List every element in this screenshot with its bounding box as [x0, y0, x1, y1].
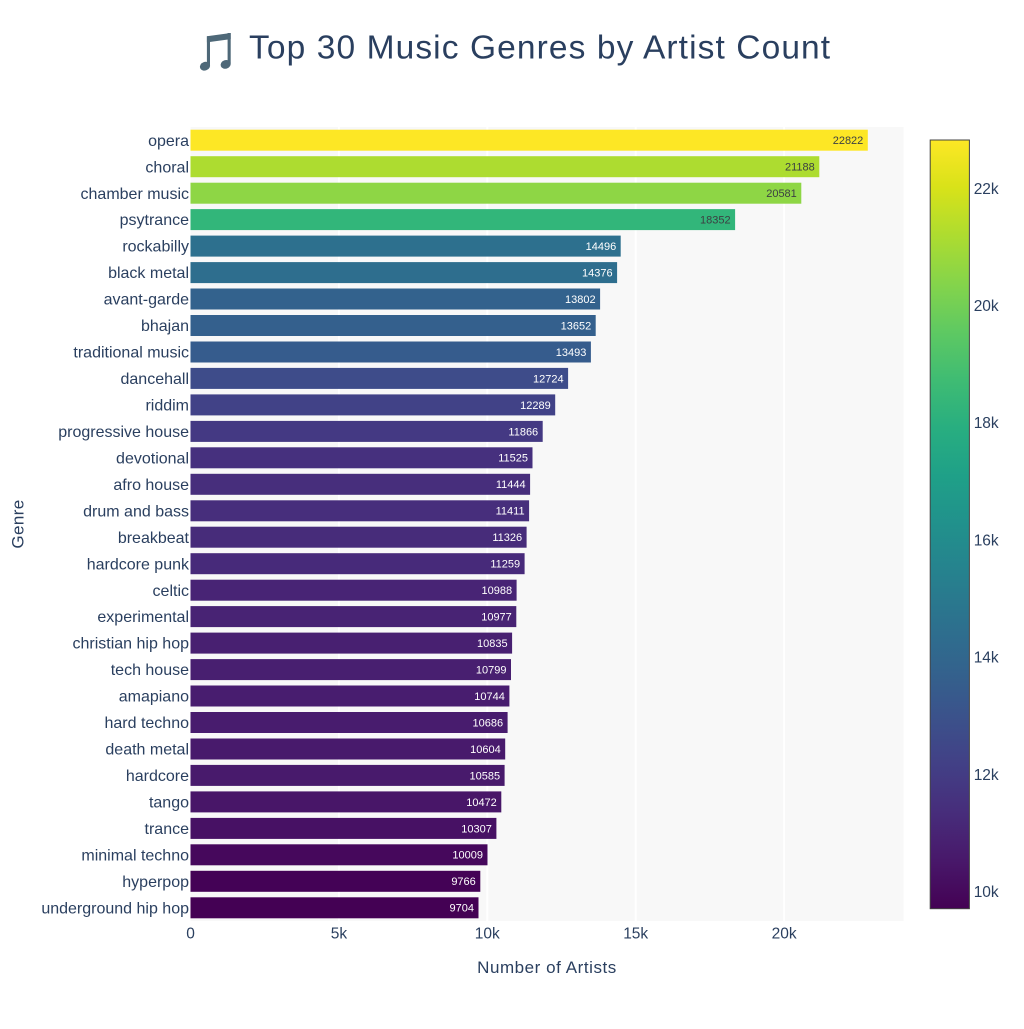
- svg-text:9766: 9766: [451, 876, 475, 888]
- svg-text:psytrance: psytrance: [120, 212, 189, 229]
- svg-text:15k: 15k: [623, 926, 648, 943]
- svg-text:hyperpop: hyperpop: [122, 874, 189, 891]
- svg-text:22k: 22k: [974, 181, 999, 198]
- svg-text:tango: tango: [149, 795, 189, 812]
- svg-text:choral: choral: [145, 159, 189, 176]
- svg-text:0: 0: [186, 926, 195, 943]
- svg-text:16k: 16k: [974, 532, 999, 549]
- svg-text:10307: 10307: [461, 823, 492, 835]
- svg-text:hardcore: hardcore: [126, 768, 189, 785]
- svg-text:12724: 12724: [533, 373, 564, 385]
- svg-text:Number of Artists: Number of Artists: [477, 958, 617, 977]
- svg-text:20k: 20k: [772, 926, 797, 943]
- svg-text:10799: 10799: [476, 665, 507, 677]
- svg-text:10835: 10835: [477, 638, 508, 650]
- svg-text:hardcore punk: hardcore punk: [87, 556, 190, 573]
- svg-text:5k: 5k: [331, 926, 348, 943]
- svg-text:11411: 11411: [496, 506, 525, 518]
- svg-text:18352: 18352: [700, 215, 731, 227]
- svg-text:devotional: devotional: [116, 450, 189, 467]
- svg-text:Top 30 Music Genres by Artist: Top 30 Music Genres by Artist Count: [249, 30, 831, 67]
- svg-text:progressive house: progressive house: [58, 424, 189, 441]
- svg-text:10744: 10744: [474, 691, 505, 703]
- svg-text:tech house: tech house: [111, 662, 189, 679]
- svg-text:14376: 14376: [582, 268, 613, 280]
- svg-text:21188: 21188: [785, 162, 815, 174]
- svg-text:opera: opera: [148, 133, 189, 150]
- svg-text:breakbeat: breakbeat: [118, 530, 190, 547]
- svg-text:celtic: celtic: [153, 583, 189, 600]
- svg-text:13802: 13802: [565, 294, 596, 306]
- svg-text:11866: 11866: [508, 426, 538, 438]
- svg-text:afro house: afro house: [113, 477, 189, 494]
- svg-text:12k: 12k: [974, 767, 999, 784]
- svg-text:10k: 10k: [974, 884, 999, 901]
- svg-text:hard techno: hard techno: [104, 715, 189, 732]
- svg-text:experimental: experimental: [97, 609, 189, 626]
- svg-text:10988: 10988: [482, 585, 513, 597]
- svg-text:bhajan: bhajan: [141, 318, 189, 335]
- svg-text:11525: 11525: [498, 453, 528, 465]
- svg-text:10009: 10009: [452, 850, 483, 862]
- svg-text:10977: 10977: [481, 612, 512, 624]
- svg-text:traditional music: traditional music: [73, 345, 189, 362]
- svg-text:black metal: black metal: [108, 265, 189, 282]
- svg-text:chamber music: chamber music: [81, 186, 189, 203]
- svg-text:Genre: Genre: [8, 499, 27, 548]
- svg-text:trance: trance: [145, 821, 190, 838]
- svg-text:amapiano: amapiano: [119, 689, 189, 706]
- svg-text:drum and bass: drum and bass: [83, 503, 189, 520]
- svg-text:22822: 22822: [833, 135, 864, 147]
- svg-text:avant-garde: avant-garde: [104, 292, 189, 309]
- svg-text:20581: 20581: [766, 188, 797, 200]
- svg-text:10585: 10585: [470, 770, 501, 782]
- svg-text:death metal: death metal: [105, 742, 189, 759]
- svg-text:11444: 11444: [496, 479, 526, 491]
- svg-text:10472: 10472: [466, 797, 497, 809]
- svg-text:13652: 13652: [561, 320, 592, 332]
- svg-text:christian hip hop: christian hip hop: [72, 636, 189, 653]
- svg-text:11259: 11259: [490, 559, 520, 571]
- svg-text:9704: 9704: [450, 903, 474, 915]
- svg-text:dancehall: dancehall: [121, 371, 190, 388]
- svg-text:14k: 14k: [974, 650, 999, 667]
- svg-text:10604: 10604: [470, 744, 501, 756]
- svg-text:12289: 12289: [520, 400, 551, 412]
- svg-text:riddim: riddim: [145, 398, 189, 415]
- svg-text:10686: 10686: [473, 717, 504, 729]
- svg-text:rockabilly: rockabilly: [122, 239, 189, 256]
- svg-text:20k: 20k: [974, 298, 999, 315]
- svg-text:18k: 18k: [974, 415, 999, 432]
- svg-text:10k: 10k: [475, 926, 500, 943]
- svg-text:underground hip hop: underground hip hop: [41, 900, 189, 917]
- svg-text:13493: 13493: [556, 347, 587, 359]
- svg-text:minimal techno: minimal techno: [81, 847, 189, 864]
- svg-text:11326: 11326: [492, 532, 522, 544]
- svg-text:14496: 14496: [586, 241, 617, 253]
